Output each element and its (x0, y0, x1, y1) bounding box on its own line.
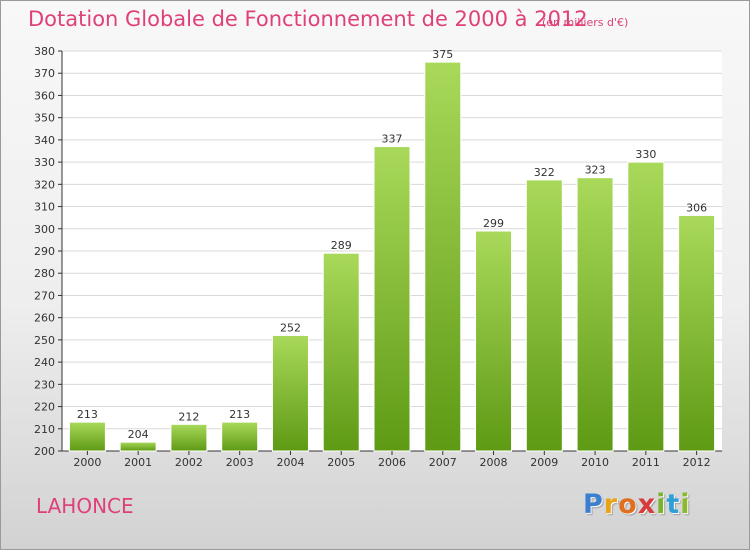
bar-2009 (525, 179, 563, 452)
bar-2002 (170, 423, 208, 452)
x-tick-label-2011: 2011 (632, 456, 660, 469)
bar-2008 (475, 230, 513, 452)
y-tick-label: 350 (34, 112, 55, 125)
logo-letter: r (603, 489, 619, 520)
bar-2012 (678, 214, 716, 452)
data-label-2008: 299 (483, 217, 504, 230)
data-label-2012: 306 (686, 201, 707, 214)
x-tick-label-2007: 2007 (429, 456, 457, 469)
y-tick-label: 320 (34, 178, 55, 191)
y-tick-label: 200 (34, 445, 55, 458)
y-tick-label: 240 (34, 356, 55, 369)
y-tick-label: 280 (34, 267, 55, 280)
y-tick-label: 290 (34, 245, 55, 258)
x-tick-label-2005: 2005 (327, 456, 355, 469)
y-tick-label: 310 (34, 201, 55, 214)
bar-2001 (119, 441, 157, 452)
bar-2003 (221, 421, 259, 452)
logo-letter: t (666, 489, 681, 520)
y-tick-label: 230 (34, 378, 55, 391)
x-tick-label-2010: 2010 (581, 456, 609, 469)
x-tick-label-2012: 2012 (683, 456, 711, 469)
y-tick-label: 210 (34, 423, 55, 436)
data-label-2011: 330 (635, 148, 656, 161)
logo-letter: o (618, 489, 638, 520)
data-label-2000: 213 (77, 408, 98, 421)
bar-2006 (373, 146, 411, 452)
bar-2011 (627, 161, 665, 452)
data-label-2006: 337 (382, 133, 403, 146)
y-tick-label: 340 (34, 134, 55, 147)
y-tick-label: 300 (34, 223, 55, 236)
x-tick-label-2000: 2000 (73, 456, 101, 469)
x-tick-label-2001: 2001 (124, 456, 152, 469)
chart-unit-note: (en milliers d'€) (542, 16, 629, 29)
logo-letter: P (583, 489, 604, 520)
data-label-2009: 322 (534, 166, 555, 179)
data-label-2004: 252 (280, 321, 301, 334)
y-tick-label: 380 (34, 45, 55, 58)
data-label-2005: 289 (331, 239, 352, 252)
x-tick-label-2009: 2009 (530, 456, 558, 469)
y-tick-label: 370 (34, 67, 55, 80)
data-label-2001: 204 (128, 428, 149, 441)
x-tick-label-2008: 2008 (480, 456, 508, 469)
logo-letter: x (637, 489, 657, 520)
logo-letter: i (656, 489, 667, 520)
y-tick-label: 330 (34, 156, 55, 169)
y-tick-label: 360 (34, 89, 55, 102)
data-label-2007: 375 (432, 48, 453, 61)
y-tick-label: 260 (34, 312, 55, 325)
y-tick-label: 270 (34, 289, 55, 302)
bar-2010 (576, 177, 614, 452)
x-tick-label-2003: 2003 (226, 456, 254, 469)
proxiti-logo: Proxiti (583, 489, 691, 520)
y-tick-label: 220 (34, 401, 55, 414)
bar-2007 (424, 61, 462, 452)
data-label-2010: 323 (585, 164, 606, 177)
logo-letter: i (680, 489, 691, 520)
x-tick-label-2002: 2002 (175, 456, 203, 469)
data-label-2003: 213 (229, 408, 250, 421)
x-tick-label-2006: 2006 (378, 456, 406, 469)
data-label-2002: 212 (178, 410, 199, 423)
bar-2004 (271, 334, 309, 452)
commune-name: LAHONCE (36, 494, 134, 518)
bar-2000 (68, 421, 106, 452)
x-tick-label-2004: 2004 (276, 456, 304, 469)
bar-2005 (322, 252, 360, 452)
chart-title: Dotation Globale de Fonctionnement de 20… (28, 7, 588, 31)
y-tick-label: 250 (34, 334, 55, 347)
